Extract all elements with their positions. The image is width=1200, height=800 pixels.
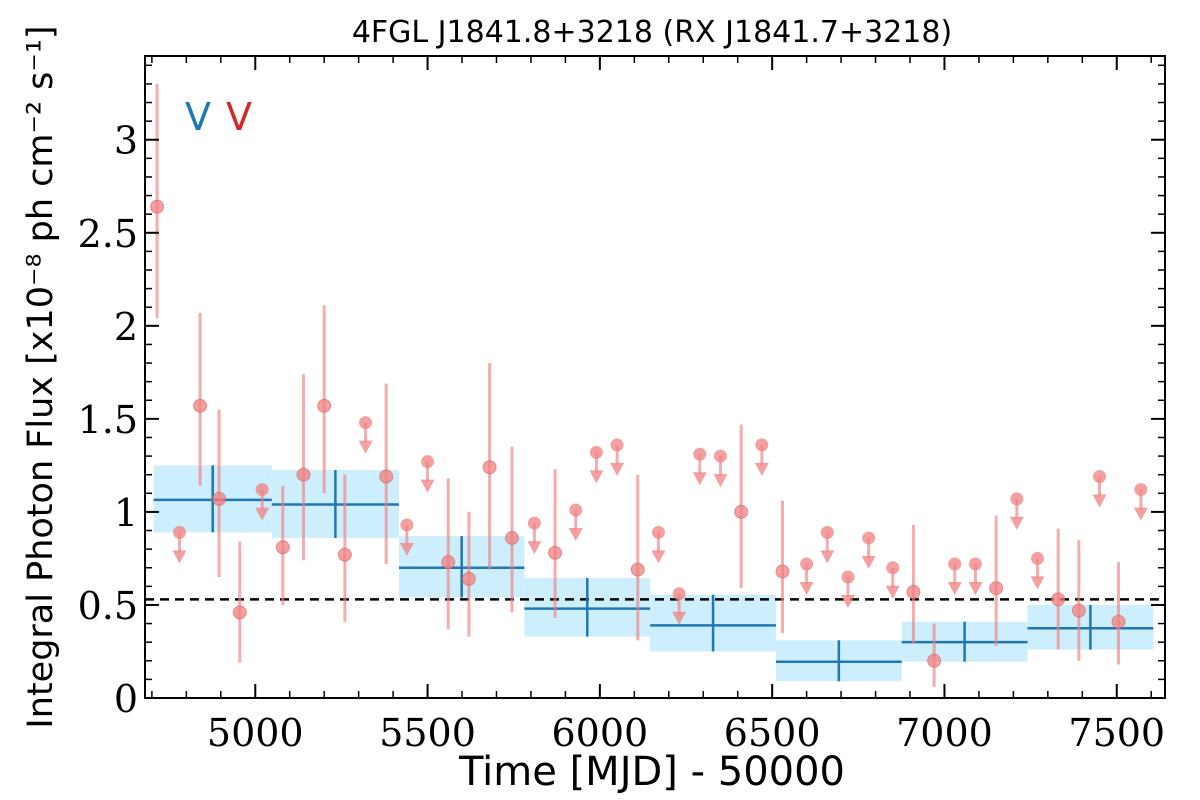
upper-limit-point — [800, 557, 814, 571]
plot-area: 5000 5500 6000 6500 7000 7500 0 0.5 1 1.5 2 2.5 3 — [78, 55, 1166, 755]
upper-limit-point — [1134, 483, 1148, 497]
upper-limit-point — [968, 557, 982, 571]
upper-limit-point — [610, 438, 624, 452]
upper-limit-point — [1093, 470, 1107, 484]
upper-limit-arrow — [358, 440, 373, 454]
detection-point — [482, 460, 497, 475]
detection-point — [232, 605, 247, 620]
upper-limit-point — [527, 516, 541, 530]
upper-limit-arrow — [1030, 576, 1045, 590]
x-tick-label: 5500 — [379, 711, 476, 755]
upper-limit-arrow — [651, 550, 666, 564]
upper-limit-arrow — [399, 542, 414, 556]
upper-limit-arrow — [754, 462, 769, 476]
detection-point — [379, 469, 394, 484]
upper-limit-point — [1031, 551, 1044, 565]
detection-point — [150, 199, 165, 214]
upper-limit-arrow — [885, 585, 900, 599]
upper-limit-arrow — [861, 555, 876, 569]
upper-limit-arrow — [255, 507, 270, 521]
detection-point — [548, 545, 563, 560]
detection-point — [989, 581, 1004, 596]
upper-limit-point — [948, 557, 962, 571]
upper-limit-arrow — [1092, 494, 1107, 508]
upper-limit-point — [820, 525, 834, 539]
x-tick-label: 5000 — [207, 711, 304, 755]
x-tick-label: 7000 — [896, 711, 993, 755]
upper-limit-arrow — [840, 595, 855, 609]
detection-point — [734, 504, 749, 519]
upper-limit-arrow — [420, 479, 435, 493]
upper-limit-arrow — [1009, 516, 1024, 530]
x-tick-label: 7500 — [1068, 711, 1165, 755]
y-tick-label: 0.5 — [78, 584, 138, 628]
upper-limit-point — [589, 445, 603, 459]
detection-point — [337, 547, 352, 562]
y-tick-label: 1 — [114, 491, 138, 535]
upper-limit-arrow — [713, 474, 728, 488]
plot-frame — [144, 55, 1166, 699]
detection-point — [504, 530, 519, 545]
detection-point — [193, 398, 208, 413]
chart-title: 4FGL J1841.8+3218 (RX J1841.7+3218) — [352, 15, 952, 50]
y-tick-label: 1.5 — [78, 398, 138, 442]
detection-point — [1111, 614, 1126, 629]
detection-point — [775, 564, 790, 579]
upper-limit-arrow — [568, 528, 583, 542]
upper-limit-point — [651, 525, 665, 539]
legend-marker-label: V — [226, 95, 252, 139]
y-tick-label: 2 — [114, 305, 138, 349]
upper-limit-arrow — [527, 541, 542, 555]
detection-point — [296, 467, 311, 482]
detection-point — [461, 571, 476, 586]
upper-limit-arrow — [589, 470, 604, 484]
upper-limit-arrow — [692, 472, 707, 486]
detection-point — [1051, 592, 1066, 607]
upper-limit-point — [400, 518, 414, 532]
detection-point — [630, 562, 645, 577]
upper-limit-point — [755, 438, 769, 452]
upper-limit-point — [172, 525, 186, 539]
upper-limit-arrow — [172, 550, 187, 564]
detection-point — [1071, 603, 1086, 618]
detection-point — [317, 398, 332, 413]
x-tick-label: 6500 — [724, 711, 821, 755]
upper-limit-point — [569, 503, 583, 517]
upper-limit-arrow — [947, 582, 962, 596]
legend-marker-label: V — [185, 95, 211, 139]
upper-limit-arrow — [672, 611, 687, 625]
upper-limit-arrow — [968, 582, 983, 596]
y-tick-label: 3 — [114, 119, 138, 163]
upper-limit-arrow — [1133, 507, 1148, 521]
upper-limit-point — [359, 416, 373, 430]
y-tick-label: 0 — [114, 677, 138, 721]
detection-point — [906, 584, 921, 599]
upper-limit-arrow — [610, 462, 625, 476]
upper-limit-point — [255, 483, 269, 497]
x-tick-label: 6000 — [552, 711, 649, 755]
detection-point — [275, 540, 290, 555]
upper-limit-point — [886, 561, 900, 575]
detection-point — [212, 491, 227, 506]
detection-point — [441, 555, 456, 570]
y-axis-label: Integral Photon Flux [x10⁻⁸ ph cm⁻² s⁻¹] — [21, 25, 61, 728]
upper-limit-point — [1010, 492, 1024, 506]
upper-limit-point — [841, 570, 855, 584]
upper-limit-arrow — [799, 582, 814, 596]
x-axis-label: Time [MJD] - 50000 — [458, 749, 845, 795]
upper-limit-point — [693, 447, 707, 461]
upper-limit-point — [672, 587, 686, 601]
detection-point — [927, 653, 942, 668]
upper-limit-point — [421, 455, 435, 469]
upper-limit-point — [713, 449, 727, 463]
upper-limit-point — [862, 531, 876, 545]
upper-limit-arrow — [820, 550, 835, 564]
y-tick-label: 2.5 — [78, 212, 138, 256]
